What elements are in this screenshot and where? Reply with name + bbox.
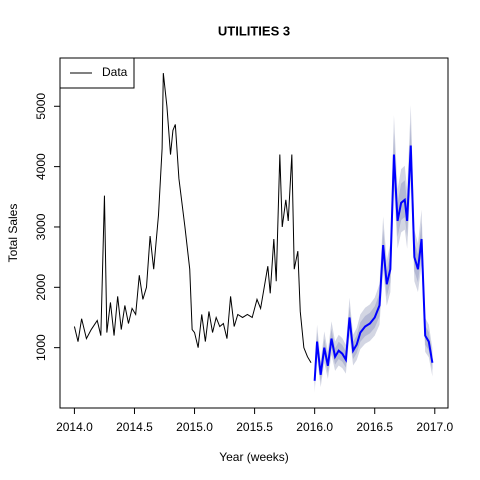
band-80: [314, 122, 433, 388]
y-tick-label: 3000: [34, 213, 48, 240]
x-tick-label: 2014.5: [116, 420, 153, 434]
y-tick-label: 4000: [34, 153, 48, 180]
chart-title: UTILITIES 3: [218, 23, 290, 38]
x-tick-label: 2014.0: [56, 420, 93, 434]
y-tick-label: 2000: [34, 274, 48, 301]
y-tick-label: 5000: [34, 93, 48, 120]
legend-label: Data: [102, 65, 128, 79]
x-tick-label: 2016.0: [296, 420, 333, 434]
x-tick-label: 2016.5: [356, 420, 393, 434]
x-axis-label: Year (weeks): [219, 450, 289, 464]
y-axis-label: Total Sales: [6, 204, 20, 263]
x-tick-label: 2017.0: [416, 420, 453, 434]
x-tick-label: 2015.5: [236, 420, 273, 434]
data-line: [73, 73, 312, 363]
forecast-line: [313, 145, 434, 381]
band-95: [314, 104, 433, 393]
y-tick-label: 1000: [34, 334, 48, 361]
plot-frame: [59, 57, 449, 409]
x-tick-label: 2015.0: [176, 420, 213, 434]
